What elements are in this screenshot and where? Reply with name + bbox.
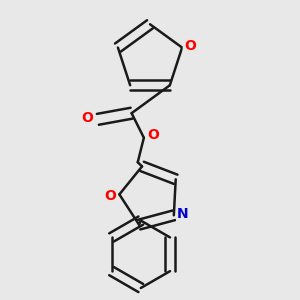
Text: O: O: [184, 39, 196, 53]
Text: O: O: [81, 111, 93, 125]
Text: O: O: [104, 189, 116, 203]
Text: N: N: [177, 207, 189, 221]
Text: O: O: [147, 128, 159, 142]
